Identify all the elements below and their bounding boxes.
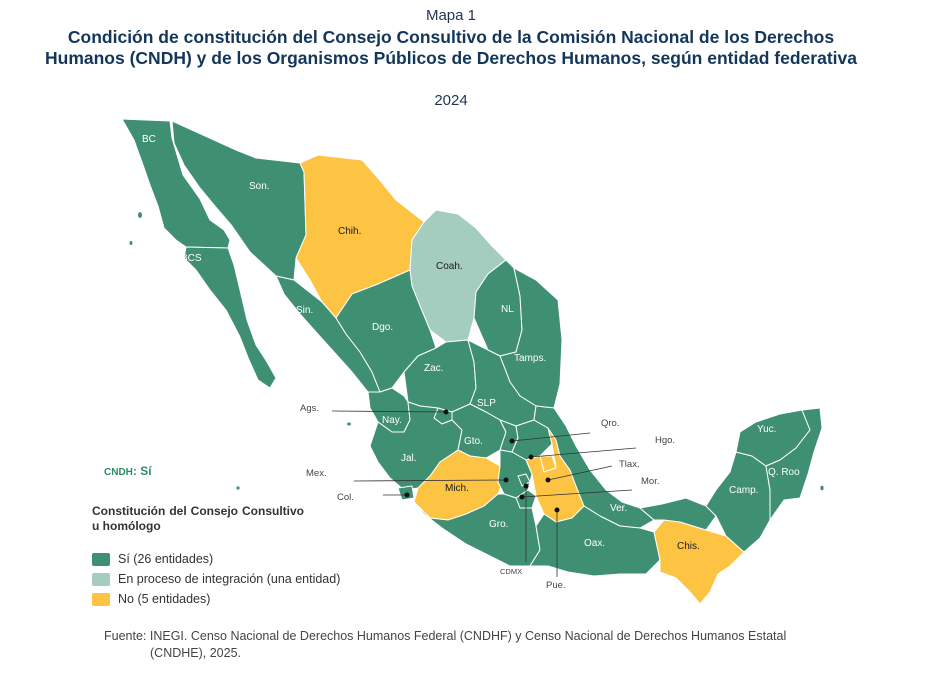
label-qro: Qro.	[601, 418, 619, 429]
legend-swatch-en-proceso	[92, 572, 110, 586]
legend-item-en-proceso: En proceso de integración (una entidad)	[92, 569, 340, 589]
legend-swatch-si	[92, 552, 110, 566]
state-cdmx[interactable]	[517, 473, 531, 487]
label-jal: Jal.	[401, 453, 417, 464]
islands	[129, 212, 824, 491]
label-tlax: Tlax.	[619, 459, 640, 470]
label-sin: Sin.	[296, 305, 313, 316]
label-chih: Chih.	[338, 226, 361, 237]
label-mich: Mich.	[445, 483, 469, 494]
label-mor: Mor.	[641, 476, 659, 487]
state-gto[interactable]	[451, 403, 507, 459]
map-year: 2024	[434, 92, 468, 109]
label-chis: Chis.	[677, 541, 700, 552]
label-zac: Zac.	[424, 363, 443, 374]
label-col: Col.	[337, 492, 354, 503]
source-line-2: (CNDHE), 2025.	[150, 646, 241, 660]
state-qroo[interactable]	[765, 407, 823, 521]
map-kicker: Mapa 1	[425, 7, 477, 24]
legend: Sí (26 entidades) En proceso de integrac…	[92, 549, 340, 609]
label-pue: Pue.	[546, 580, 566, 591]
state-bcs[interactable]	[183, 246, 277, 389]
label-tamps: Tamps.	[514, 353, 546, 364]
label-oax: Oax.	[584, 538, 605, 549]
legend-title: Constitución del Consejo Consultivo u ho…	[92, 504, 304, 533]
map-title: Condición de constitución del Consejo Co…	[45, 27, 857, 68]
label-gro: Gro.	[489, 519, 508, 530]
label-cdmx: CDMX	[500, 567, 522, 576]
label-coah: Coah.	[436, 261, 463, 272]
source-line-1: Fuente: INEGI. Censo Nacional de Derecho…	[104, 629, 787, 643]
legend-swatch-no	[92, 592, 110, 606]
callout-lines	[331, 410, 637, 577]
legend-label-en-proceso: En proceso de integración (una entidad)	[118, 572, 341, 586]
legend-item-si: Sí (26 entidades)	[92, 549, 340, 569]
state-gro[interactable]	[413, 493, 541, 567]
label-bc: BC	[142, 134, 156, 145]
label-ags: Ags.	[300, 403, 319, 414]
label-gto: Gto.	[464, 436, 483, 447]
label-nay: Nay.	[382, 415, 402, 426]
label-mex: Mex.	[306, 468, 327, 479]
label-camp: Camp.	[729, 485, 758, 496]
label-slp: SLP	[477, 398, 496, 409]
legend-label-si: Sí (26 entidades)	[118, 552, 214, 566]
source-note: Fuente: INEGI. Censo Nacional de Derecho…	[104, 628, 864, 662]
label-dgo: Dgo.	[372, 322, 393, 333]
label-ver: Ver.	[610, 503, 627, 514]
label-son: Son.	[249, 181, 270, 192]
cndh-status: CNDH: Sí	[104, 464, 152, 478]
label-bcs: BCS	[181, 253, 202, 264]
legend-label-no: No (5 entidades)	[118, 592, 211, 606]
label-yuc: Yuc.	[757, 424, 776, 435]
label-hgo: Hgo.	[655, 435, 675, 446]
label-nl: NL	[501, 304, 514, 315]
cndh-label: CNDH	[104, 467, 133, 478]
cndh-value: Sí	[140, 464, 152, 478]
state-tab[interactable]	[639, 497, 717, 531]
legend-item-no: No (5 entidades)	[92, 589, 340, 609]
callout-dots	[404, 409, 560, 513]
label-qroo: Q. Roo	[768, 467, 800, 478]
